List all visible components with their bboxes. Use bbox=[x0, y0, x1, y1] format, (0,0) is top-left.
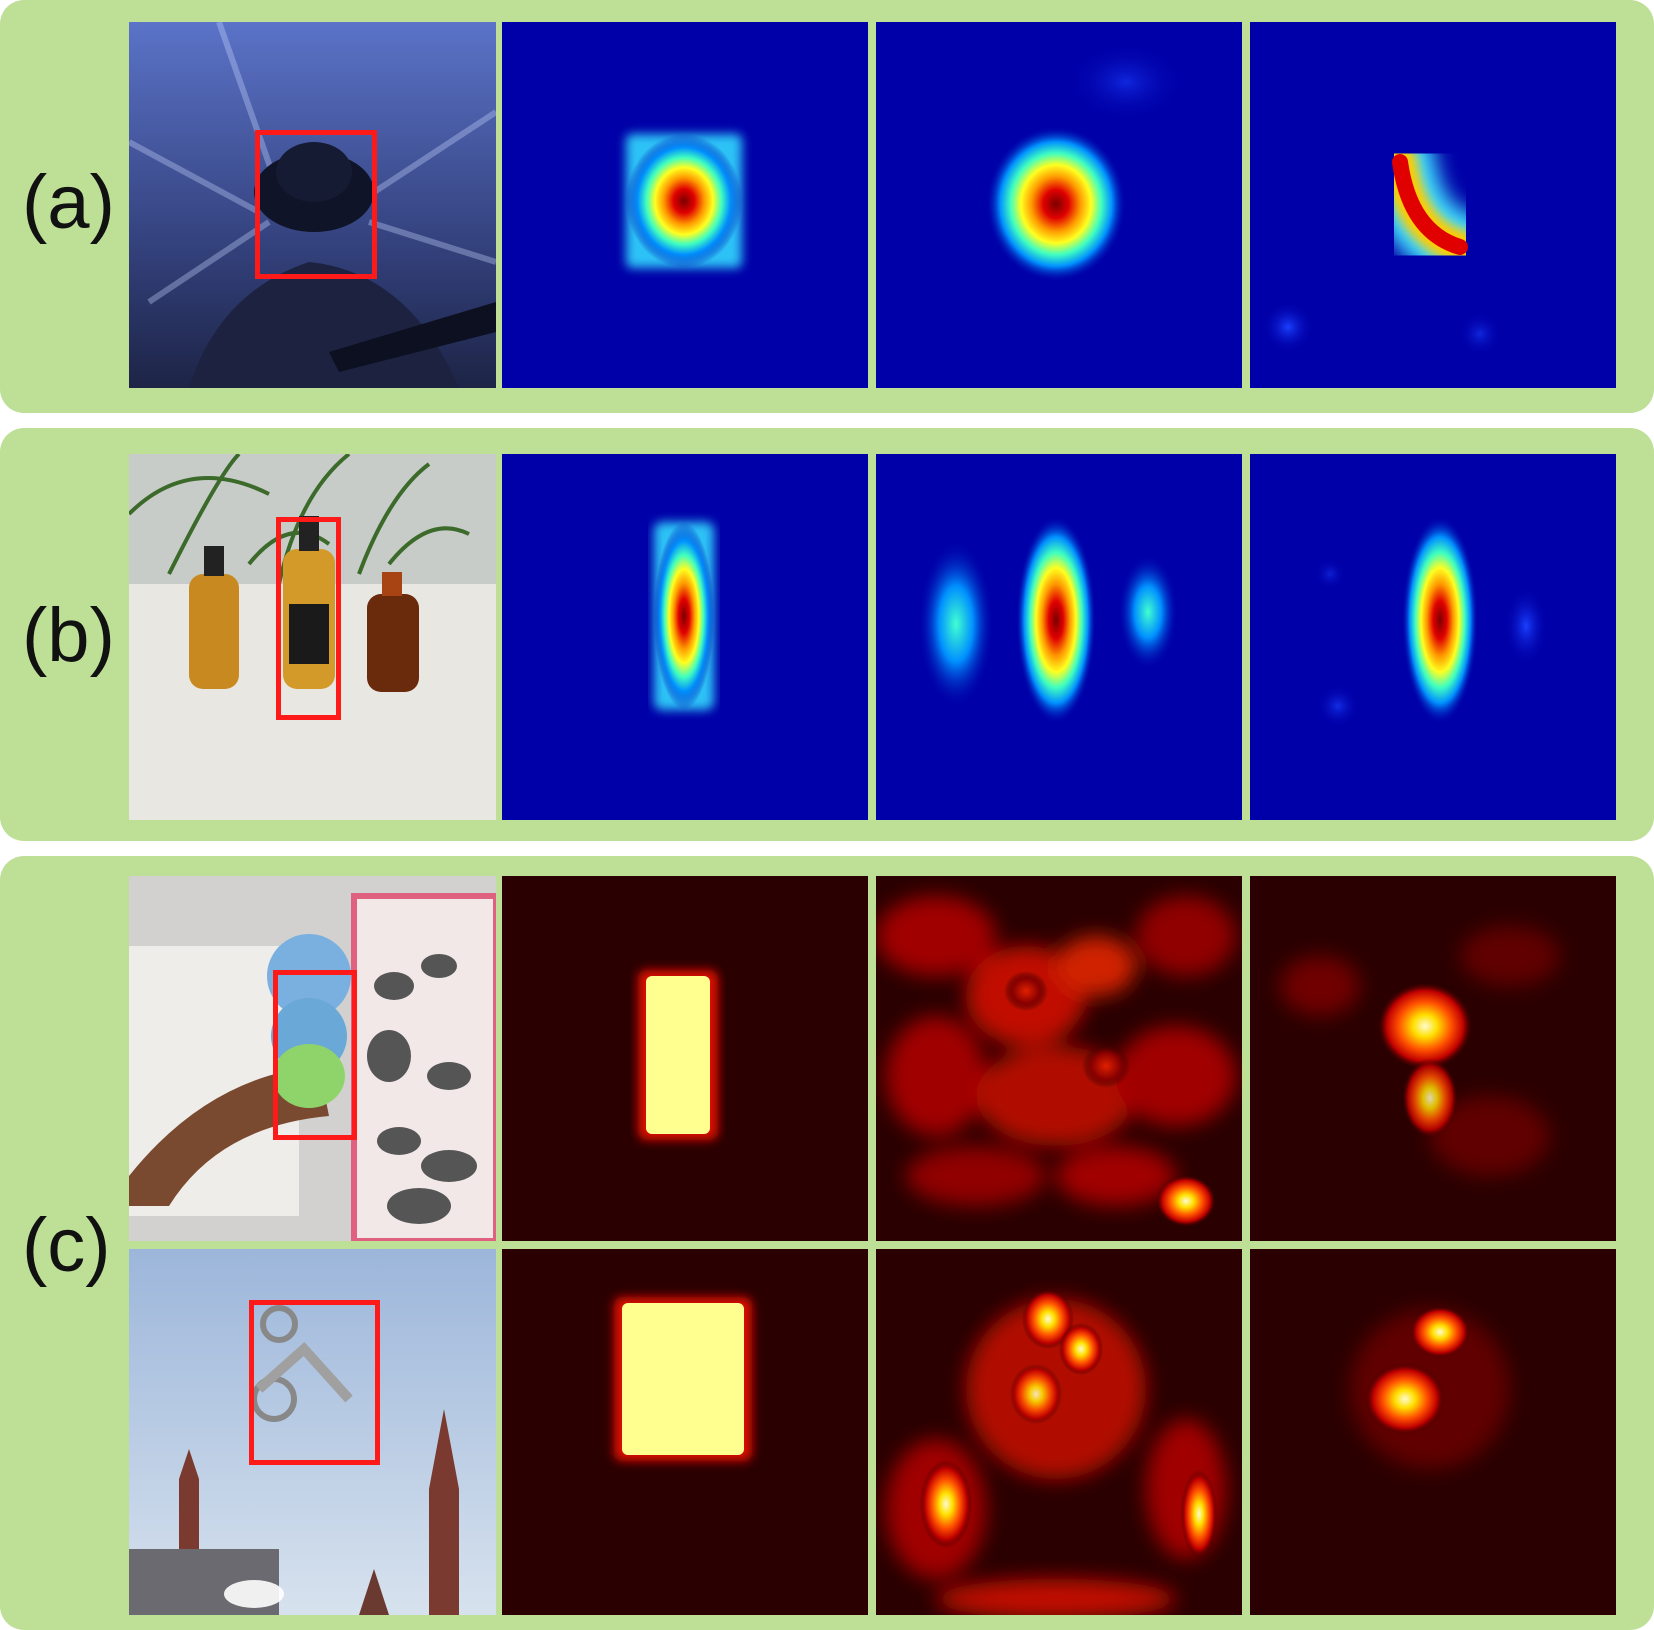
scene-photo bbox=[129, 454, 496, 820]
learned-response-map bbox=[876, 1249, 1242, 1615]
learned-response-map bbox=[876, 876, 1242, 1241]
learned-response-map bbox=[876, 454, 1242, 820]
refined-response-map bbox=[1250, 876, 1616, 1241]
ideal-gaussian-map bbox=[502, 22, 868, 388]
panel-label: (b) bbox=[22, 593, 115, 678]
target-bounding-box bbox=[273, 970, 357, 1140]
ideal-box-map bbox=[502, 876, 868, 1241]
ideal-box-map bbox=[502, 1249, 868, 1615]
panel-label: (c) bbox=[22, 1203, 111, 1288]
target-bounding-box bbox=[276, 517, 341, 720]
refined-response-map bbox=[1250, 1249, 1616, 1615]
target-bounding-box bbox=[255, 130, 377, 279]
scene-photo bbox=[129, 22, 496, 388]
panel-label: (a) bbox=[22, 160, 115, 245]
ideal-gaussian-map bbox=[502, 454, 868, 820]
refined-response-map bbox=[1250, 22, 1616, 388]
scene-photo bbox=[129, 876, 496, 1241]
scene-photo bbox=[129, 1249, 496, 1615]
learned-response-map bbox=[876, 22, 1242, 388]
refined-response-map bbox=[1250, 454, 1616, 820]
target-bounding-box bbox=[249, 1300, 380, 1465]
